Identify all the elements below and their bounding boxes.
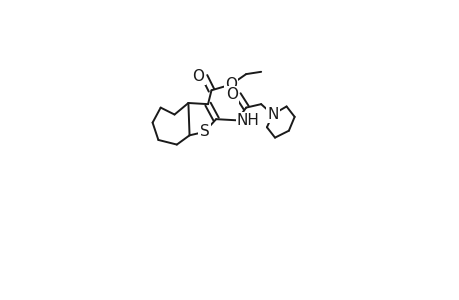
Text: S: S bbox=[199, 124, 209, 140]
Text: O: O bbox=[224, 77, 237, 92]
Text: N: N bbox=[266, 107, 278, 122]
Text: O: O bbox=[192, 69, 204, 84]
Text: NH: NH bbox=[236, 113, 259, 128]
Text: O: O bbox=[225, 87, 238, 102]
